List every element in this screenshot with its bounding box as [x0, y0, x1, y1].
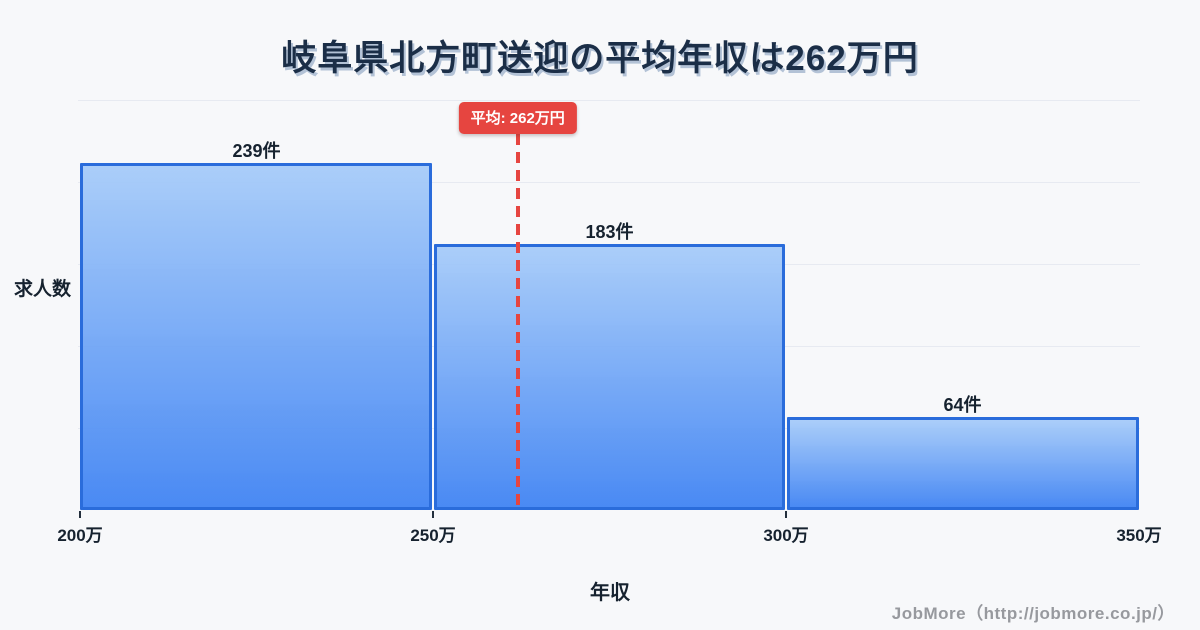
histogram-bar [434, 243, 785, 510]
x-axis-tick-label: 300万 [763, 526, 809, 545]
histogram-bar [80, 162, 432, 510]
x-axis-tick [432, 511, 434, 518]
x-axis-tick-label: 200万 [57, 526, 103, 545]
average-value-badge: 平均: 262万円 [458, 102, 577, 134]
page-title: 岐阜県北方町送迎の平均年収は262万円 [281, 39, 919, 78]
jobmore-credit: JobMore（http://jobmore.co.jp/） [891, 604, 1175, 623]
x-axis-label: 年収 [590, 582, 630, 604]
x-axis-tick-label: 250万 [410, 526, 456, 545]
histogram-bar [787, 416, 1139, 510]
bar-count-label: 239件 [232, 140, 281, 161]
horizontal-gridline [78, 100, 1140, 101]
average-dashed-line [515, 134, 520, 510]
y-axis-label: 求人数 [14, 279, 72, 300]
x-axis-tick-label: 350万 [1116, 526, 1162, 545]
bar-count-label: 183件 [585, 221, 634, 242]
x-axis-tick [79, 511, 81, 518]
bar-count-label: 64件 [943, 394, 982, 415]
horizontal-gridline [78, 182, 1140, 183]
x-axis-tick [785, 511, 787, 518]
